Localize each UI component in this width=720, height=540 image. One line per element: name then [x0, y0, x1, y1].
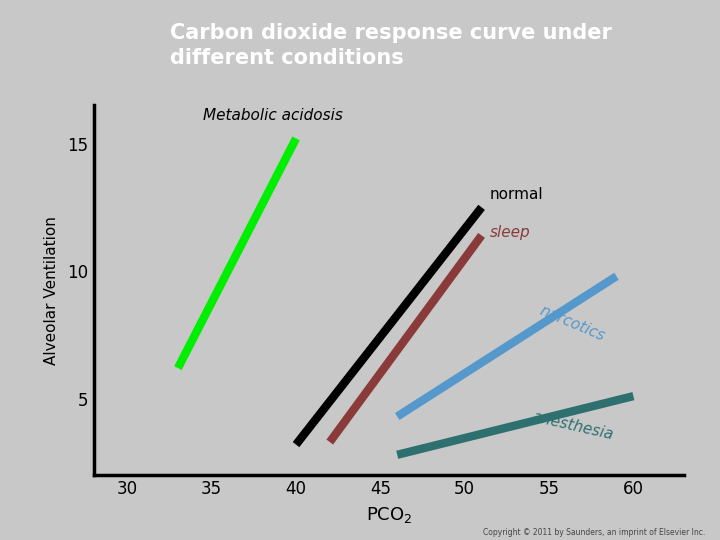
Text: anesthesia: anesthesia — [531, 409, 615, 442]
Y-axis label: Alveolar Ventilation: Alveolar Ventilation — [45, 216, 59, 364]
X-axis label: PCO$_2$: PCO$_2$ — [366, 505, 412, 525]
Text: sleep: sleep — [490, 225, 531, 240]
Text: Metabolic acidosis: Metabolic acidosis — [203, 108, 343, 123]
Text: narcotics: narcotics — [538, 302, 608, 343]
Text: Copyright © 2011 by Saunders, an imprint of Elsevier Inc.: Copyright © 2011 by Saunders, an imprint… — [483, 528, 706, 537]
Text: Carbon dioxide response curve under
different conditions: Carbon dioxide response curve under diff… — [171, 23, 613, 68]
Text: normal: normal — [490, 187, 544, 202]
